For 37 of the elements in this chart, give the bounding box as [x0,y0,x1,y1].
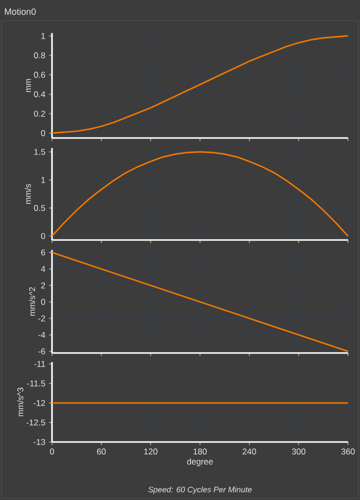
y-axis-title: mm/s^3 [17,388,24,416]
line-series [51,151,349,237]
y-tick-label: -2 [38,315,46,322]
x-tick-label: 60 [97,448,106,455]
x-tick-label: 360 [341,448,355,455]
y-tick-label: 0 [41,233,46,240]
y-axis-title: mm [26,78,31,92]
x-tick-label: 240 [242,448,256,455]
y-tick-label: 0.6 [34,72,46,78]
x-tick-label: 0 [50,448,54,455]
y-tick-label: -12 [34,400,46,406]
y-tick-label: 0 [41,130,46,136]
y-tick-label: -4 [38,332,46,338]
y-axis-title: mm/s [24,184,31,204]
x-tick-label: 120 [144,448,158,455]
y-tick-label: 1.5 [34,148,46,155]
y-tick-label: 0.4 [34,91,46,98]
x-tick-label: 180 [194,448,207,455]
y-tick-label: 1 [41,32,46,39]
y-tick-label: 1 [41,177,46,183]
y-tick-label: 0.8 [34,52,46,58]
y-tick-label: -11 [34,361,46,367]
y-tick-label: -12.5 [26,419,46,426]
y-tick-label: 6 [41,249,46,256]
chart-title: Motion0 [4,8,36,15]
y-axis-title: mm/s^2 [28,287,36,316]
x-tick-label: 300 [292,448,306,455]
line-series [51,35,349,134]
y-tick-label: 0 [41,298,46,305]
y-tick-label: -11.5 [27,380,46,386]
y-tick-label: -6 [38,348,46,354]
y-tick-label: -13 [34,439,46,445]
y-tick-label: 0.5 [34,205,46,212]
y-tick-label: 2 [41,282,46,288]
y-tick-label: 0.2 [34,110,46,117]
y-tick-label: 4 [40,266,46,272]
x-axis-title: degree [187,458,213,466]
